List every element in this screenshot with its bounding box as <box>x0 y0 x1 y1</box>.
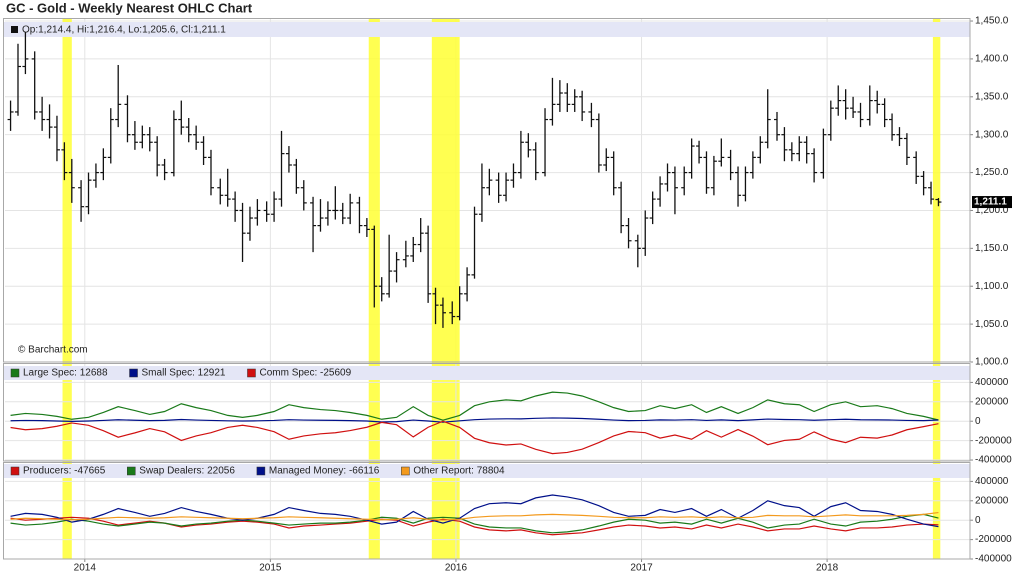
legend-swatch <box>127 466 136 476</box>
y-tick-label: 1,350.0 <box>975 91 1009 102</box>
over-layer: 1,000.0 1,050.0 1,100.0 1,150.0 1,200.0 1,250… <box>7 16 1012 574</box>
y-tick-label: 0 <box>975 515 981 526</box>
y-tick-label: 1,050.0 <box>975 319 1009 330</box>
series-line <box>10 513 939 534</box>
series-line <box>10 511 939 521</box>
highlight-band <box>932 18 941 559</box>
y-tick-label: 200000 <box>975 396 1009 407</box>
y-tick-label: 1,200.0 <box>975 205 1009 216</box>
y-tick-label: 400000 <box>975 377 1009 388</box>
y-tick-label: 400000 <box>975 476 1009 487</box>
y-tick-label: 1,000.0 <box>975 357 1009 368</box>
legend-swatch <box>247 368 256 378</box>
y-tick-label: 200000 <box>975 495 1009 506</box>
y-tick-label: -200000 <box>975 435 1012 446</box>
legend-label: Small Spec: 12921 <box>142 368 226 379</box>
series-line <box>10 417 939 423</box>
panel-frame <box>3 363 971 462</box>
panel-frame <box>3 462 971 560</box>
y-tick-label: 1,300.0 <box>975 129 1009 140</box>
last-price-label: 1,211.1 <box>974 197 1007 208</box>
legend-swatch <box>129 368 138 378</box>
panel-frame <box>3 18 971 363</box>
legend-label: Producers: -47665 <box>23 466 106 477</box>
y-tick-label: -400000 <box>975 455 1012 466</box>
y-tick-label: 1,450.0 <box>975 16 1009 27</box>
legend-label: Managed Money: -66116 <box>269 466 380 477</box>
legend-label: Comm Spec: -25609 <box>259 368 351 379</box>
x-tick-label: 2017 <box>630 563 653 574</box>
info-band <box>4 22 970 37</box>
y-tick-label: 1,150.0 <box>975 243 1009 254</box>
y-tick-label: -200000 <box>975 534 1012 545</box>
ohlc-info: Op:1,214.4, Hi:1,216.4, Lo:1,205.6, Cl:1… <box>22 25 226 36</box>
x-tick-label: 2014 <box>74 563 97 574</box>
legend-band <box>4 366 970 380</box>
last-price-box <box>972 196 1012 209</box>
legend-swatch <box>10 466 20 476</box>
legend-label: Swap Dealers: 22056 <box>139 466 235 477</box>
x-tick-label: 2015 <box>259 563 282 574</box>
legend-swatch <box>401 466 410 476</box>
y-tick-label: 0 <box>975 416 981 427</box>
legend-swatch <box>256 466 266 476</box>
x-tick-label: 2016 <box>445 563 468 574</box>
y-tick-label: -400000 <box>975 554 1012 565</box>
legend-label: Large Spec: 12688 <box>23 368 108 379</box>
x-tick-label: 2018 <box>816 563 839 574</box>
info-icon <box>11 26 18 33</box>
legend-label: Other Report: 78804 <box>413 466 505 477</box>
series-line <box>10 420 939 455</box>
y-tick-label: 1,250.0 <box>975 167 1009 178</box>
series-line <box>10 494 939 528</box>
highlight-band <box>62 18 72 559</box>
legend-swatch <box>10 368 20 378</box>
chart-title: GC - Gold - Weekly Nearest OHLC Chart <box>6 0 253 15</box>
y-tick-label: 1,400.0 <box>975 54 1009 65</box>
legend-band <box>4 464 970 478</box>
series-line <box>10 391 939 421</box>
watermark: © Barchart.com <box>18 345 88 356</box>
y-tick-label: 1,100.0 <box>975 281 1009 292</box>
